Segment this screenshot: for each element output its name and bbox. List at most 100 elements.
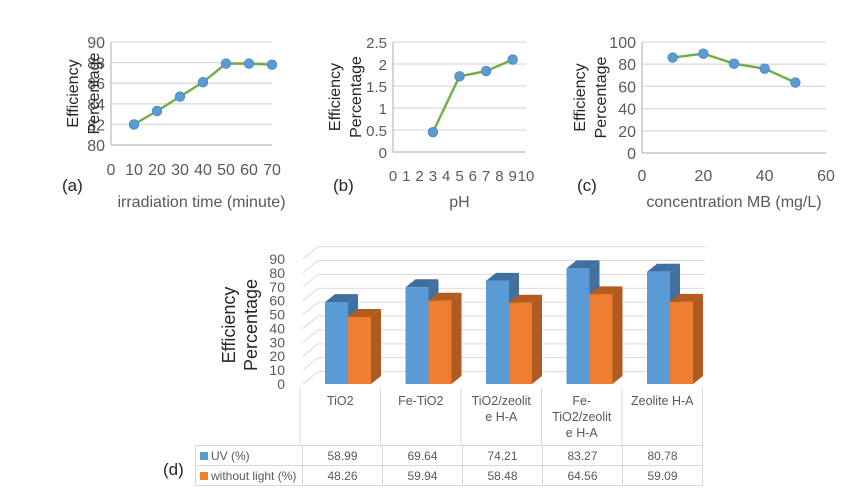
gridline-floor [302, 260, 319, 274]
y-tick-label: 10 [269, 362, 285, 378]
table-row-uv: UV (%) 58.99 69.64 74.21 83.27 80.78 [195, 445, 703, 466]
data-point [128, 119, 140, 130]
x-tick-label: 70 [263, 162, 281, 179]
x-tick-label: 8 [495, 168, 503, 185]
x-tick-label: 60 [240, 162, 258, 179]
gridline-floor [302, 273, 319, 288]
y-tick-label: 1.5 [366, 79, 387, 96]
category-label: e H-A [566, 426, 599, 440]
bar-uv [405, 287, 429, 384]
y-tick-label: 0 [277, 376, 285, 392]
y-tick-label: 0.5 [366, 123, 387, 140]
panel-label-b: (b) [333, 176, 354, 195]
x-tick-label: 60 [817, 168, 835, 185]
y-tick-label: 2 [379, 57, 387, 74]
data-point [480, 65, 492, 77]
y-axis-title: Percentage [86, 52, 103, 134]
table-cell: 74.21 [462, 445, 543, 466]
data-point [507, 54, 518, 65]
data-point [427, 126, 439, 138]
x-tick-label: 0 [638, 168, 647, 185]
x-tick-label: 7 [482, 168, 490, 185]
series-line [431, 58, 514, 133]
y-tick-label: 40 [618, 102, 636, 119]
bar-top-uv [405, 279, 439, 288]
gridline-floor [302, 287, 319, 302]
table-cell: 80.78 [622, 445, 703, 466]
y-tick-label: 80 [618, 57, 636, 74]
bar-uv [486, 280, 509, 384]
x-tick-label: 30 [171, 162, 189, 179]
y-tick-label: 100 [609, 35, 636, 52]
panel-label-a: (a) [62, 176, 83, 195]
x-axis-title: pH [449, 194, 469, 211]
x-tick-label: 9 [509, 168, 517, 185]
table-cell: 59.94 [382, 465, 463, 486]
y-tick-label: 88 [87, 56, 105, 73]
category-label: Fe- [572, 394, 591, 408]
y-tick-label: 2.5 [366, 35, 387, 52]
panel-label-d: (d) [163, 460, 184, 479]
y-tick-label: 20 [618, 124, 636, 141]
bar-without-light [428, 300, 452, 384]
x-tick-label: 1 [402, 168, 410, 185]
bar-without-light [348, 316, 371, 384]
bar-top-uv [647, 263, 680, 272]
x-tick-label: 3 [429, 168, 437, 185]
data-point [243, 58, 255, 69]
table-cell: 59.09 [622, 465, 703, 486]
bar-side-without-light [371, 308, 381, 384]
bar-top-without-light [348, 308, 381, 317]
y-tick-label: 60 [269, 293, 285, 309]
gridline-floor [302, 357, 319, 371]
x-tick-label: 10 [125, 162, 143, 179]
y-tick-label: 1 [379, 101, 387, 118]
gridline-floor [302, 343, 319, 357]
x-tick-label: 2 [415, 168, 423, 185]
bar-top-without-light [509, 294, 542, 303]
bar-side-without-light [532, 294, 542, 384]
panel-label-c: (c) [577, 176, 597, 195]
x-tick-label: 4 [442, 168, 450, 185]
category-label: Fe-TiO2 [398, 394, 443, 408]
uv-legend-swatch [200, 451, 208, 460]
legend-label-uv: UV (%) [211, 448, 250, 463]
table-row-without-light: without light (%) 48.26 59.94 58.48 64.5… [195, 465, 703, 486]
legend-label-without-light: without light (%) [211, 468, 297, 483]
bar-uv [325, 302, 348, 384]
data-point [759, 63, 770, 74]
y-axis-title: Efficiency [572, 63, 589, 131]
without-light-legend-swatch [200, 471, 208, 480]
x-tick-label: 40 [756, 168, 774, 185]
y-axis-title: Efficiency [219, 287, 239, 364]
x-tick-label: 20 [148, 162, 166, 179]
x-tick-label: 40 [194, 162, 212, 179]
y-axis-title: Percentage [241, 279, 261, 371]
data-point [174, 91, 186, 102]
category-label: TiO2/zeolit [472, 394, 532, 408]
y-tick-label: 60 [618, 79, 636, 96]
data-point [667, 52, 678, 63]
data-point [220, 58, 232, 69]
bar-without-light [670, 301, 693, 384]
bar-top-without-light [428, 292, 462, 301]
table-cell: 58.99 [302, 445, 383, 466]
data-point [790, 77, 801, 88]
x-tick-label: 0 [107, 162, 116, 179]
bar-without-light [589, 294, 613, 384]
category-label: TiO2 [327, 394, 354, 408]
bar-side-without-light [693, 293, 703, 384]
y-tick-label: 70 [269, 279, 285, 295]
y-tick-label: 90 [87, 35, 105, 52]
y-tick-label: 80 [269, 265, 285, 281]
y-tick-label: 90 [269, 251, 285, 267]
category-label: e H-A [485, 410, 518, 424]
table-cell: 69.64 [382, 445, 463, 466]
x-tick-label: 10 [518, 168, 535, 185]
table-cell: 64.56 [542, 465, 623, 486]
category-label: TiO2/zeolit [552, 410, 612, 424]
x-axis-title: concentration MB (mg/L) [646, 194, 821, 211]
category-label: Zeolite H-A [631, 394, 694, 408]
bar-top-without-light [670, 293, 703, 302]
